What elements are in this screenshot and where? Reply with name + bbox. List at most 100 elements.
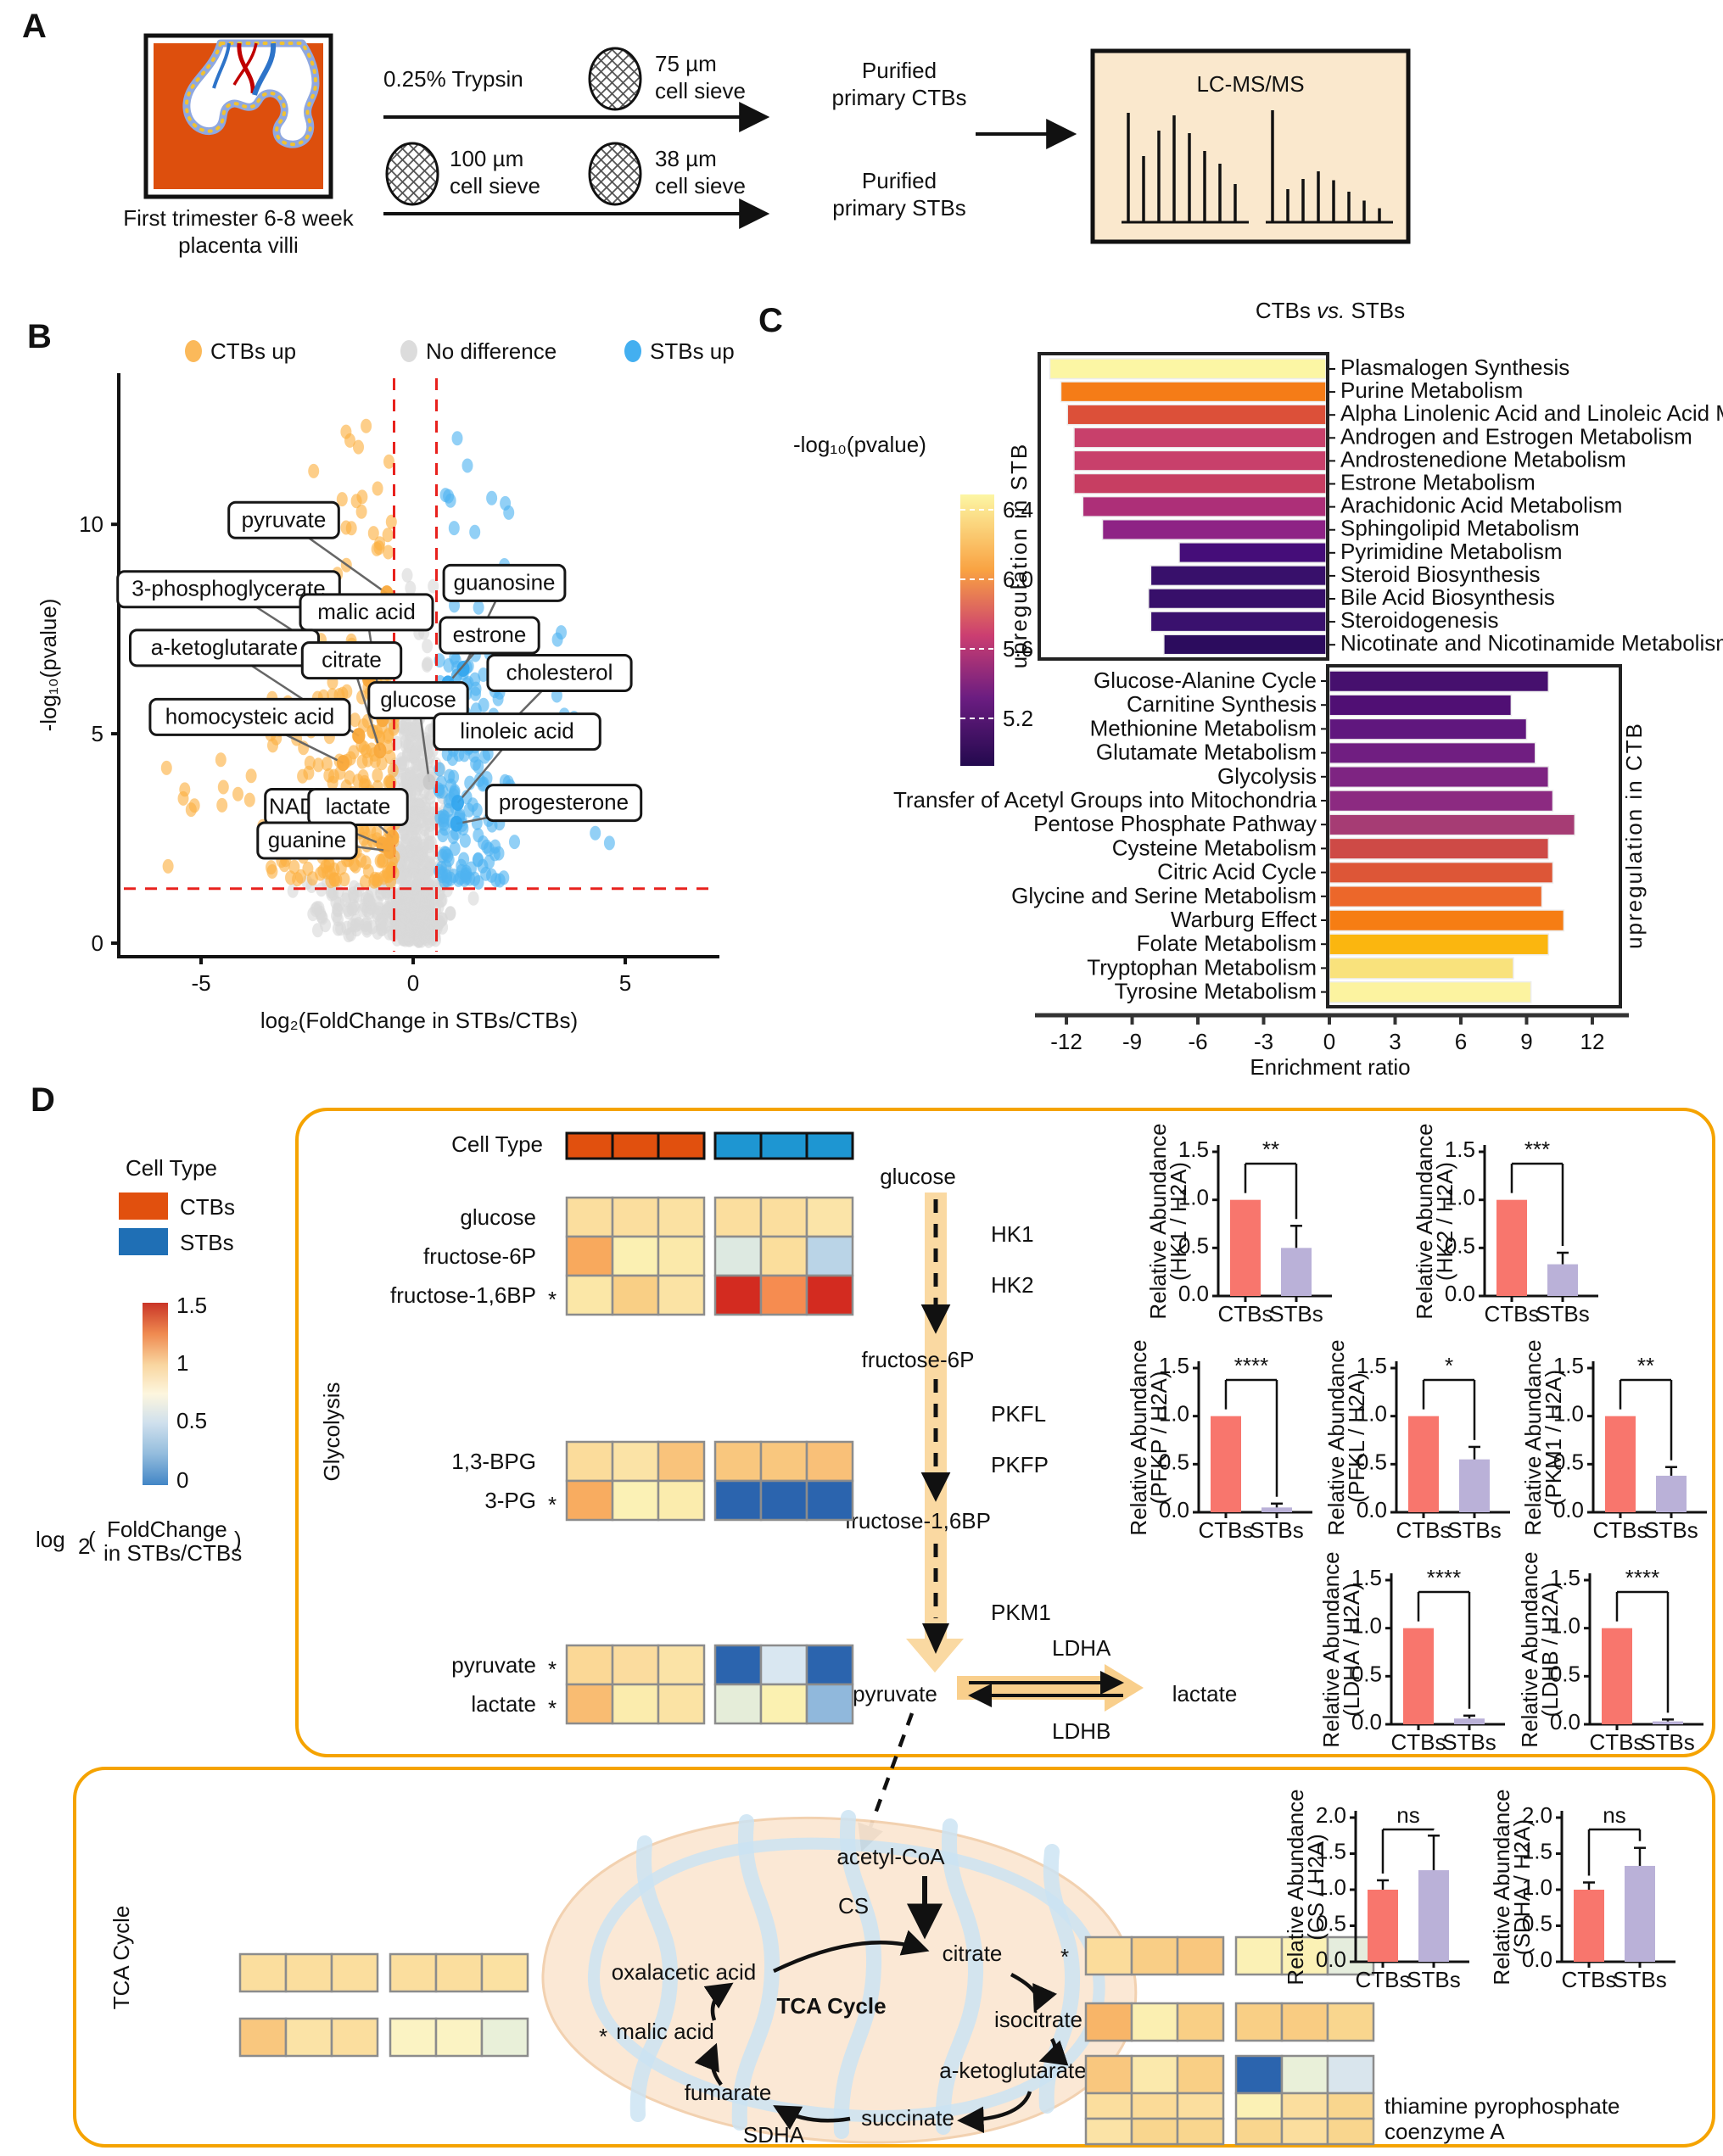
metabolite-callout-estrone: estrone [439, 616, 540, 655]
upregulation-ctb-label: upregulation in CTB [1621, 722, 1647, 949]
heat-row-label: fructose-1,6BP [390, 1282, 536, 1308]
ctb-bar-label: Glutamate Metabolism [1096, 740, 1317, 765]
tca-section-label: TCA Cycle [109, 1906, 134, 2010]
cell-type-legend-title: Cell Type [126, 1155, 217, 1181]
svg-text:citrate: citrate [322, 647, 382, 673]
svg-text:1.0: 1.0 [1178, 1185, 1209, 1210]
enrichment-tick: 12 [1580, 1029, 1604, 1054]
metabolite-callout-citrate: citrate [300, 641, 403, 680]
stb-bar-label: Alpha Linolenic Acid and Linoleic Acid M… [1340, 400, 1723, 426]
stb-bar-label: Androgen and Estrogen Metabolism [1340, 423, 1692, 449]
stb-swatch-label: STBs [180, 1230, 234, 1255]
ms-spectrum [1266, 110, 1393, 224]
svg-text:0.5: 0.5 [1351, 1661, 1382, 1686]
ctb-bar-label: Tyrosine Metabolism [1115, 979, 1317, 1004]
svg-text:1.5: 1.5 [1550, 1565, 1580, 1590]
svg-text:(LDHB / H2A): (LDHB / H2A) [1537, 1583, 1563, 1718]
enrichment-tick: 0 [1323, 1029, 1335, 1054]
enzyme-pkfp: PKFP [991, 1452, 1049, 1477]
stb-bar-label: Nicotinate and Nicotinamide Metabolism [1340, 630, 1723, 656]
svg-text:cholesterol: cholesterol [506, 659, 613, 684]
stb-bar-label: Estrone Metabolism [1340, 470, 1536, 495]
svg-text:(PFKL / H2A): (PFKL / H2A) [1344, 1372, 1369, 1503]
heat-row-label: 1,3-BPG [451, 1449, 536, 1474]
svg-text:(HK2 / H2A): (HK2 / H2A) [1432, 1162, 1457, 1281]
pathway-fructose16bp: fructose-1,6BP [845, 1508, 991, 1533]
sieve-38-icon [588, 142, 642, 206]
abundance-chart-PFKP: Relative Abundance(PFKP / H2A)0.0 0.5 1.0 1… [1126, 1339, 1312, 1543]
svg-text:a-ketoglutarate: a-ketoglutarate [151, 634, 298, 660]
svg-text:(: ( [88, 1527, 96, 1552]
legend-label-0: CTBs up [210, 338, 296, 364]
svg-text:Relative Abundance: Relative Abundance [1145, 1123, 1171, 1319]
tca-fumarate: fumarate [685, 2080, 772, 2105]
heat-row-label: lactate [471, 1691, 536, 1717]
pathway-pyruvate: pyruvate [853, 1681, 937, 1706]
significance-star: * [548, 1287, 557, 1312]
enrichment-tick: 3 [1389, 1029, 1401, 1054]
lcms-box: LC-MS/MS [1090, 48, 1411, 244]
trypsin-label: 0.25% Trypsin [383, 66, 523, 92]
svg-text:linoleic acid: linoleic acid [460, 718, 573, 744]
foldchange-colorbar [143, 1303, 168, 1485]
ms-spectrum [1122, 113, 1249, 224]
metabolite-callout-malic-acid: malic acid [299, 593, 434, 632]
svg-text:pyruvate: pyruvate [242, 506, 327, 532]
stb-bar-label: Steroidogenesis [1340, 607, 1498, 633]
svg-text:STBs: STBs [1536, 1301, 1590, 1327]
heatmap-celltype-header: Cell Type [451, 1131, 543, 1157]
ctb-bar-label: Cysteine Metabolism [1112, 835, 1317, 860]
svg-text:STBs: STBs [1250, 1517, 1304, 1543]
svg-text:0.0: 0.0 [1553, 1497, 1584, 1522]
enrichment-tick: -9 [1122, 1029, 1142, 1054]
pvalue-tick: 6.0 [1003, 567, 1033, 592]
svg-text:3-phosphoglycerate: 3-phosphoglycerate [131, 576, 325, 601]
svg-text:Relative Abundance: Relative Abundance [1323, 1339, 1349, 1535]
x-axis-label: log₂(FoldChange in STBs/CTBs) [260, 1008, 578, 1033]
svg-text:0.5: 0.5 [1357, 1449, 1387, 1474]
svg-text:CTBs: CTBs [1593, 1517, 1648, 1543]
sieve-100-label-1: 100 µm [450, 146, 523, 171]
svg-text:STBs: STBs [1442, 1729, 1496, 1755]
heat-row-label: glucose [460, 1204, 536, 1230]
svg-text:1.5: 1.5 [1522, 1839, 1552, 1864]
svg-text:guanine: guanine [268, 827, 347, 852]
stb-bar-label: Steroid Biosynthesis [1340, 561, 1541, 587]
svg-text:in STBs/CTBs: in STBs/CTBs [103, 1540, 242, 1566]
pathway-lactate: lactate [1172, 1681, 1238, 1706]
metabolite-callout-3-phosphoglycerate: 3-phosphoglycerate [116, 570, 341, 609]
colorbar-tick-3: 0.5 [176, 1408, 207, 1433]
svg-text:1.0: 1.0 [1522, 1874, 1552, 1900]
enzyme-ldhb: LDHB [1052, 1718, 1110, 1744]
svg-text:0.0: 0.0 [1316, 1947, 1346, 1972]
abundance-chart-CS: Relative Abundance(CS / H2A) 0.0 0.5 1.0 1.5… [1283, 1789, 1469, 1992]
ctb-bar-label: Warburg Effect [1171, 907, 1317, 932]
panel-c-label: C [758, 302, 783, 339]
legend-label-1: No difference [426, 338, 557, 364]
svg-text:guanosine: guanosine [454, 569, 556, 595]
svg-text:(PKM1 / H2A): (PKM1 / H2A) [1541, 1370, 1566, 1505]
metabolite-callout-guanosine: guanosine [442, 563, 567, 602]
svg-text:homocysteic acid: homocysteic acid [165, 703, 334, 729]
significance-PFKL: * [1445, 1353, 1453, 1378]
enzyme-pkm1: PKM1 [991, 1600, 1051, 1625]
scatter-points [160, 418, 615, 948]
metabolite-callout-linoleic-acid: linoleic acid [433, 712, 601, 751]
svg-text:1.5: 1.5 [1553, 1353, 1584, 1378]
svg-text:0.5: 0.5 [1159, 1449, 1189, 1474]
significance-PKM1: ** [1637, 1353, 1654, 1378]
glycolysis-heatmaps: glucose fructose-6P fructose-1,6BP * 1,3-BPG… [390, 1196, 854, 1725]
enrichment-axis-label: Enrichment ratio [1250, 1054, 1410, 1077]
metabolite-callout-guanine: guanine [256, 821, 358, 860]
tca-oxalacetic: oxalacetic acid [612, 1959, 757, 1985]
svg-text:1.5: 1.5 [1316, 1839, 1346, 1864]
ctb-swatch-label: CTBs [180, 1194, 235, 1220]
svg-text:(HK1 / H2A): (HK1 / H2A) [1166, 1162, 1191, 1281]
placenta-caption-1: First trimester 6-8 week [123, 205, 355, 231]
ctb-bar-label: Glycine and Serine Metabolism [1011, 883, 1317, 908]
svg-text:(PFKP / H2A): (PFKP / H2A) [1146, 1371, 1172, 1504]
sieve-38-label-2: cell sieve [655, 173, 746, 198]
svg-text:(SDHA / H2A): (SDHA / H2A) [1509, 1819, 1535, 1955]
glycolysis-section-label: Glycolysis [319, 1382, 344, 1481]
